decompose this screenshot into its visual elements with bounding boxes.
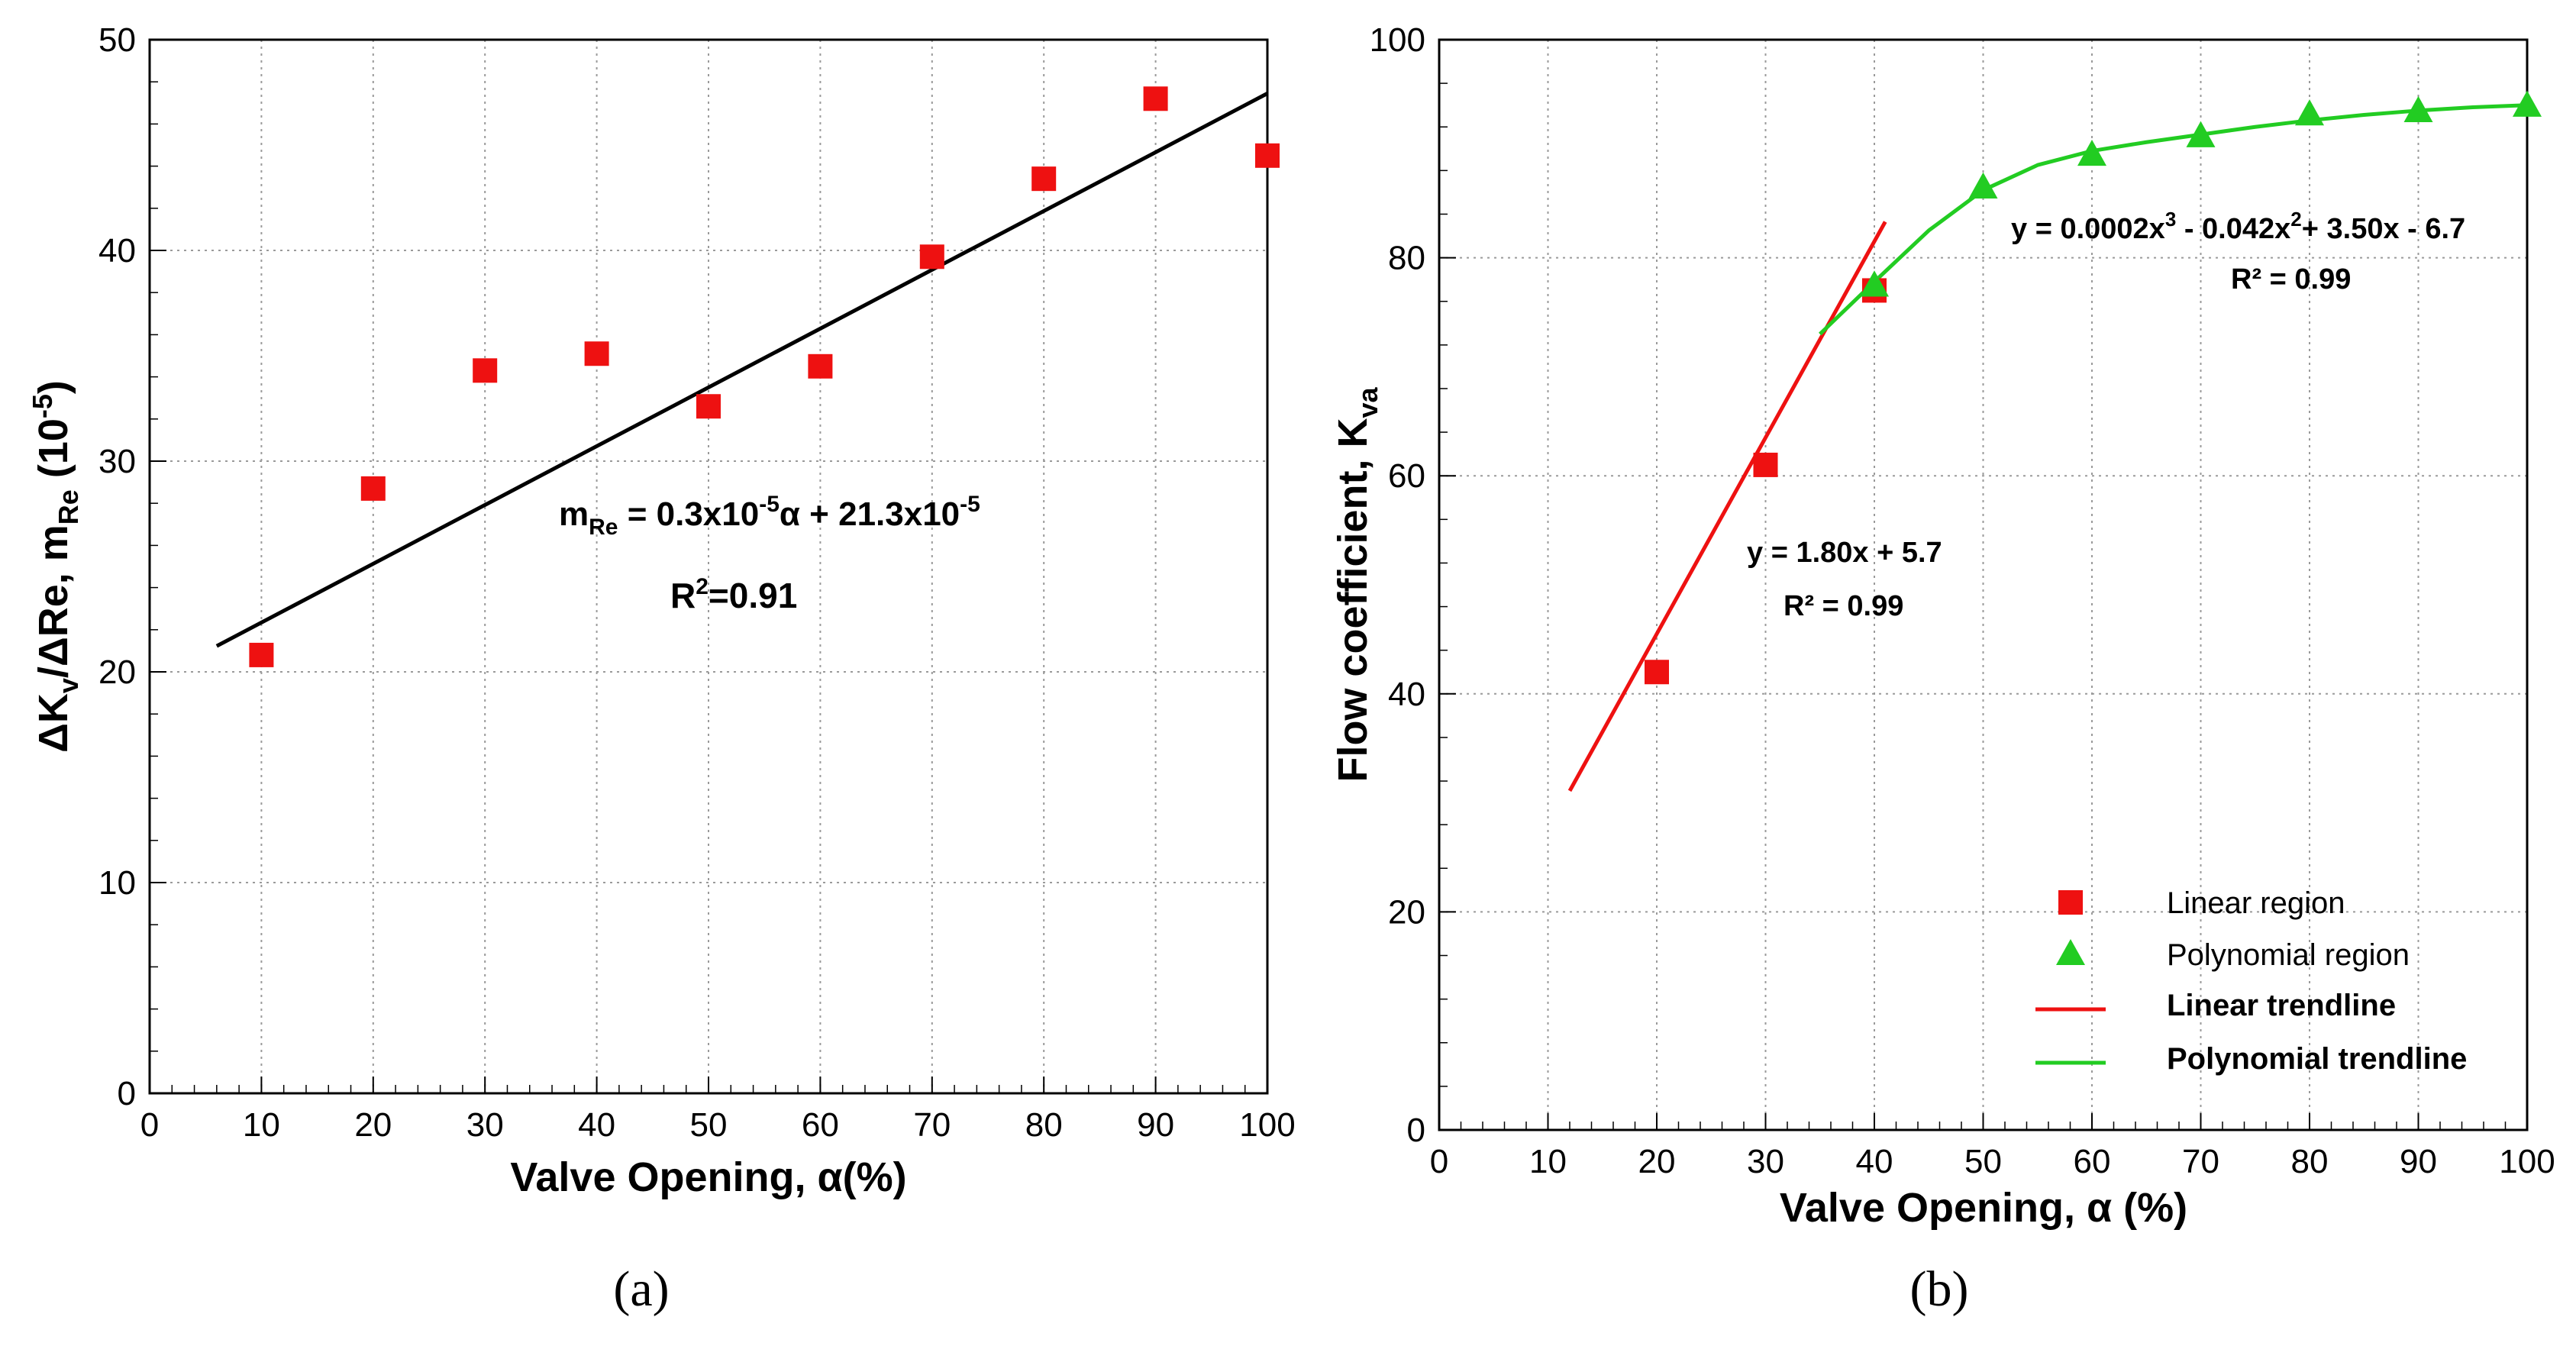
x-tick-label: 60 [2074, 1143, 2111, 1180]
b-x-axis-label: Valve Opening, α (%) [1780, 1185, 2187, 1231]
x-tick-label: 80 [1025, 1106, 1063, 1144]
x-tick-label: 50 [1964, 1143, 2002, 1180]
y-tick-label: 100 [1370, 21, 1425, 59]
triangle-data-point [1860, 270, 1889, 297]
legend-entry-label: Linear region [2167, 886, 2345, 920]
x-tick-label: 30 [466, 1106, 504, 1144]
y-tick-label: 20 [1388, 893, 1425, 931]
b-caption: (b) [1910, 1261, 1969, 1317]
x-tick-label: 40 [1856, 1143, 1893, 1180]
legend-triangle-marker [2056, 939, 2085, 965]
y-tick-label: 40 [1388, 676, 1425, 713]
b-trendlines [1567, 103, 2528, 792]
square-data-point [360, 476, 386, 501]
b-x-tick-labels: 0 10 20 30 40 50 60 70 80 90 100 [1430, 1143, 2555, 1180]
b-data-points [1645, 90, 2542, 685]
x-tick-label: 60 [802, 1106, 839, 1144]
a-y-axis-label: ΔKv/ΔRe, mRe (10-5) [27, 380, 84, 753]
linear-trendline [215, 92, 1269, 648]
y-tick-label: 20 [98, 654, 136, 691]
x-tick-label: 90 [2400, 1143, 2437, 1180]
y-tick-label: 10 [98, 864, 136, 902]
a-plot-frame [148, 38, 1269, 1095]
square-data-point [808, 353, 833, 379]
x-tick-label: 80 [2291, 1143, 2329, 1180]
x-tick-label: 100 [2499, 1143, 2555, 1180]
square-data-point [696, 394, 721, 419]
b-y-axis-label: Flow coefficient, Kva [1330, 386, 1383, 782]
triangle-data-point [2186, 121, 2216, 147]
a-x-tick-labels: 0 10 20 30 40 50 60 70 80 90 100 [140, 1106, 1296, 1144]
y-tick-label: 80 [1388, 240, 1425, 277]
x-tick-label: 20 [354, 1106, 392, 1144]
a-y-tick-labels: 0 10 20 30 40 50 [98, 21, 136, 1112]
x-tick-label: 0 [1430, 1143, 1448, 1180]
y-tick-label: 60 [1388, 457, 1425, 495]
legend-entry-label: Polynomial trendline [2167, 1042, 2467, 1076]
a-caption: (a) [613, 1261, 669, 1317]
a-equation-annotation: mRe = 0.3x10-5α + 21.3x10-5 [559, 492, 980, 540]
a-trendline [215, 92, 1269, 648]
b-poly-r2: R² = 0.99 [2231, 263, 2351, 295]
triangle-data-point [1968, 172, 1998, 199]
square-data-point [1031, 166, 1057, 192]
x-tick-label: 30 [1747, 1143, 1784, 1180]
a-r2-annotation: R2=0.91 [670, 574, 797, 615]
legend-entry-label: Polynomial region [2167, 938, 2410, 972]
y-tick-label: 0 [118, 1075, 136, 1112]
y-tick-label: 40 [98, 232, 136, 270]
x-tick-label: 10 [1529, 1143, 1567, 1180]
triangle-data-point [2403, 95, 2433, 123]
triangle-data-point [2513, 90, 2542, 117]
a-gridlines [150, 40, 1267, 1093]
square-data-point [473, 358, 498, 383]
b-linear-r2: R² = 0.99 [1784, 590, 1903, 622]
b-plot-frame [1438, 38, 2529, 1131]
triangle-data-point [2295, 99, 2324, 126]
panel-a: 0 10 20 30 40 50 60 70 80 90 100 0 10 20 30 40 50 Valve… [27, 21, 1296, 1317]
x-tick-label: 70 [2182, 1143, 2219, 1180]
square-data-point [249, 642, 274, 667]
b-poly-equation: y = 0.0002x3 - 0.042x2+ 3.50x - 6.7 [2011, 208, 2465, 245]
square-data-point [1143, 86, 1168, 111]
panel-b: 0 10 20 30 40 50 60 70 80 90 100 0 20 40 60 80 100 Valv… [1330, 21, 2555, 1317]
square-data-point [1645, 660, 1669, 685]
a-x-axis-label: Valve Opening, α(%) [510, 1154, 906, 1200]
x-tick-label: 100 [1239, 1106, 1295, 1144]
y-tick-label: 50 [98, 21, 136, 59]
x-tick-label: 40 [578, 1106, 615, 1144]
legend-entry-label: Linear trendline [2167, 989, 2396, 1022]
square-data-point [1255, 143, 1280, 168]
b-gridlines [1439, 40, 2527, 1130]
square-data-point [584, 341, 609, 366]
x-tick-label: 10 [243, 1106, 280, 1144]
b-y-tick-labels: 0 20 40 60 80 100 [1370, 21, 1425, 1149]
b-legend: Linear region Polynomial region Linear tre… [2035, 886, 2467, 1076]
x-tick-label: 90 [1137, 1106, 1174, 1144]
polynomial-trendline [1819, 103, 2528, 336]
legend-square-marker [2058, 890, 2083, 915]
b-linear-equation: y = 1.80x + 5.7 [1747, 537, 1942, 569]
triangle-data-point [2077, 139, 2106, 166]
x-tick-label: 70 [913, 1106, 951, 1144]
a-data-points [249, 86, 1280, 667]
x-tick-label: 20 [1638, 1143, 1676, 1180]
x-tick-label: 50 [690, 1106, 728, 1144]
y-tick-label: 30 [98, 443, 136, 480]
square-data-point [1753, 452, 1778, 477]
y-tick-label: 0 [1407, 1112, 1425, 1149]
square-data-point [919, 244, 944, 270]
x-tick-label: 0 [140, 1106, 159, 1144]
linear-trendline [1567, 221, 1887, 792]
